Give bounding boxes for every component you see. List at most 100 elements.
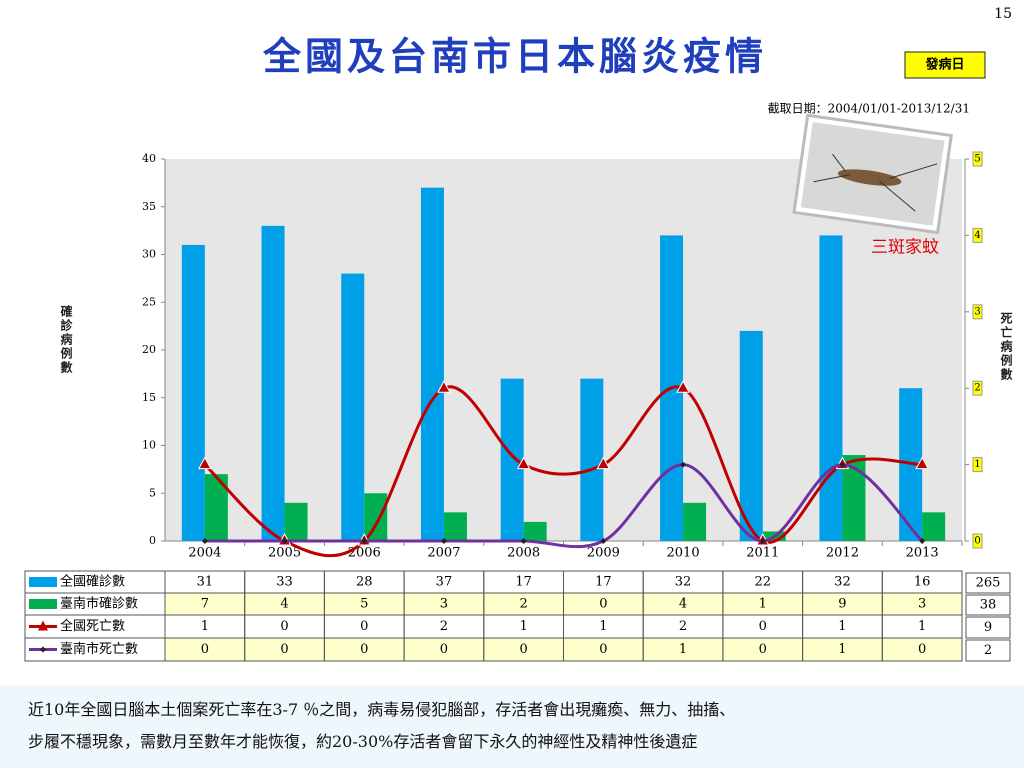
line-marker [281,538,288,544]
table-value: 7 [201,597,209,612]
line-marker [516,456,531,470]
line-marker [201,538,208,544]
line-marker [680,461,687,468]
total-value: 2 [984,643,992,658]
x-tick-label: 2010 [667,546,700,561]
table-value: 0 [520,642,528,657]
table-value: 16 [914,575,931,590]
table-value: 2 [440,619,448,634]
x-tick-label: 2012 [826,546,859,561]
bar [819,235,843,541]
y2-tick-label: 0 [974,536,980,547]
y-tick-label: 15 [142,391,156,404]
y-tick-label: 20 [142,343,156,356]
y-tick-label: 0 [149,534,156,547]
table-value: 1 [201,619,209,634]
x-tick-label: 2004 [188,546,221,561]
bar [842,455,866,541]
y2-tick-box [972,151,983,167]
x-tick-label: 2005 [268,546,301,561]
line-marker [520,538,527,544]
table-value: 1 [679,642,687,657]
y-tick-label: 25 [142,295,156,308]
table-value: 3 [918,597,926,612]
table-value: 3 [440,597,448,612]
bar [181,244,205,541]
y-axis-title: 確診病例數 [59,305,73,375]
footer-line: 近10年全國日腦本土個案死亡率在3-7 ％之間，病毒易侵犯腦部，存活者會出現癱瘓… [28,700,736,719]
total-cell [965,594,1011,616]
badge-box [904,51,986,79]
table-value: 17 [515,575,532,590]
bar [443,512,467,541]
table-value: 2 [520,597,528,612]
y2-tick-box [972,304,983,320]
table-value: 0 [360,642,368,657]
table-value: 5 [360,597,368,612]
mosquito-photo [792,113,953,235]
y2-tick-box [972,380,983,396]
legend-marker [38,620,48,631]
table-value: 17 [595,575,612,590]
bar [922,512,946,541]
y2-axis-title: 死亡病例數 [999,312,1013,382]
line-marker [919,538,926,544]
bar [284,502,308,541]
table-value: 1 [599,619,607,634]
y-tick-label: 10 [142,439,156,452]
legend-label: 全國死亡數 [60,618,125,634]
x-tick-label: 2006 [348,546,381,561]
table-value: 32 [675,575,692,590]
total-cell [965,616,1011,639]
bar [500,378,524,541]
table-cell [881,637,963,662]
table-value: 1 [838,642,846,657]
y-tick-label: 40 [142,152,156,165]
table-value: 2 [679,619,687,634]
bar [739,330,763,541]
x-tick-label: 2007 [427,546,460,561]
line-marker [759,538,766,544]
table-value: 0 [759,619,767,634]
y2-tick-box [972,227,983,243]
y2-tick-label: 4 [974,230,980,241]
bar [364,493,388,541]
footer-bg [0,685,1024,768]
table-value: 28 [356,575,373,590]
table-value: 4 [679,597,687,612]
bar [523,521,547,541]
table-value: 0 [280,619,288,634]
table-value: 0 [918,642,926,657]
table-value: 33 [276,575,293,590]
table-value: 1 [918,619,926,634]
footer: 近10年全國日腦本土個案死亡率在3-7 ％之間，病毒易侵犯腦部，存活者會出現癱瘓… [28,694,735,758]
footer-line: 步履不穩現象，需數月至數年才能恢復，約20-30%存活者會留下永久的神經性及精神… [28,732,698,751]
line [203,385,923,558]
table-value: 37 [436,575,453,590]
y2-tick-label: 3 [974,306,980,317]
line-marker [676,380,690,393]
table-value: 0 [440,642,448,657]
table-value: 0 [360,619,368,634]
y-tick-label: 35 [142,200,156,213]
table-value: 9 [838,597,846,612]
table-value: 32 [834,575,851,590]
badge: 發病日 [924,57,964,73]
x-tick-label: 2013 [906,546,939,561]
table-value: 31 [197,575,214,590]
y2-tick-label: 5 [974,154,980,165]
legend-swatch [29,577,57,587]
table-value: 0 [599,642,607,657]
line-marker [198,456,212,470]
y2-tick-box [972,533,983,549]
bar [261,225,285,541]
legend-label: 全國確診數 [60,574,125,590]
bar [683,502,707,541]
y2-tick-box [972,457,983,473]
legend-swatch [29,599,57,609]
line-marker [839,461,846,468]
table-value: 1 [520,619,528,634]
